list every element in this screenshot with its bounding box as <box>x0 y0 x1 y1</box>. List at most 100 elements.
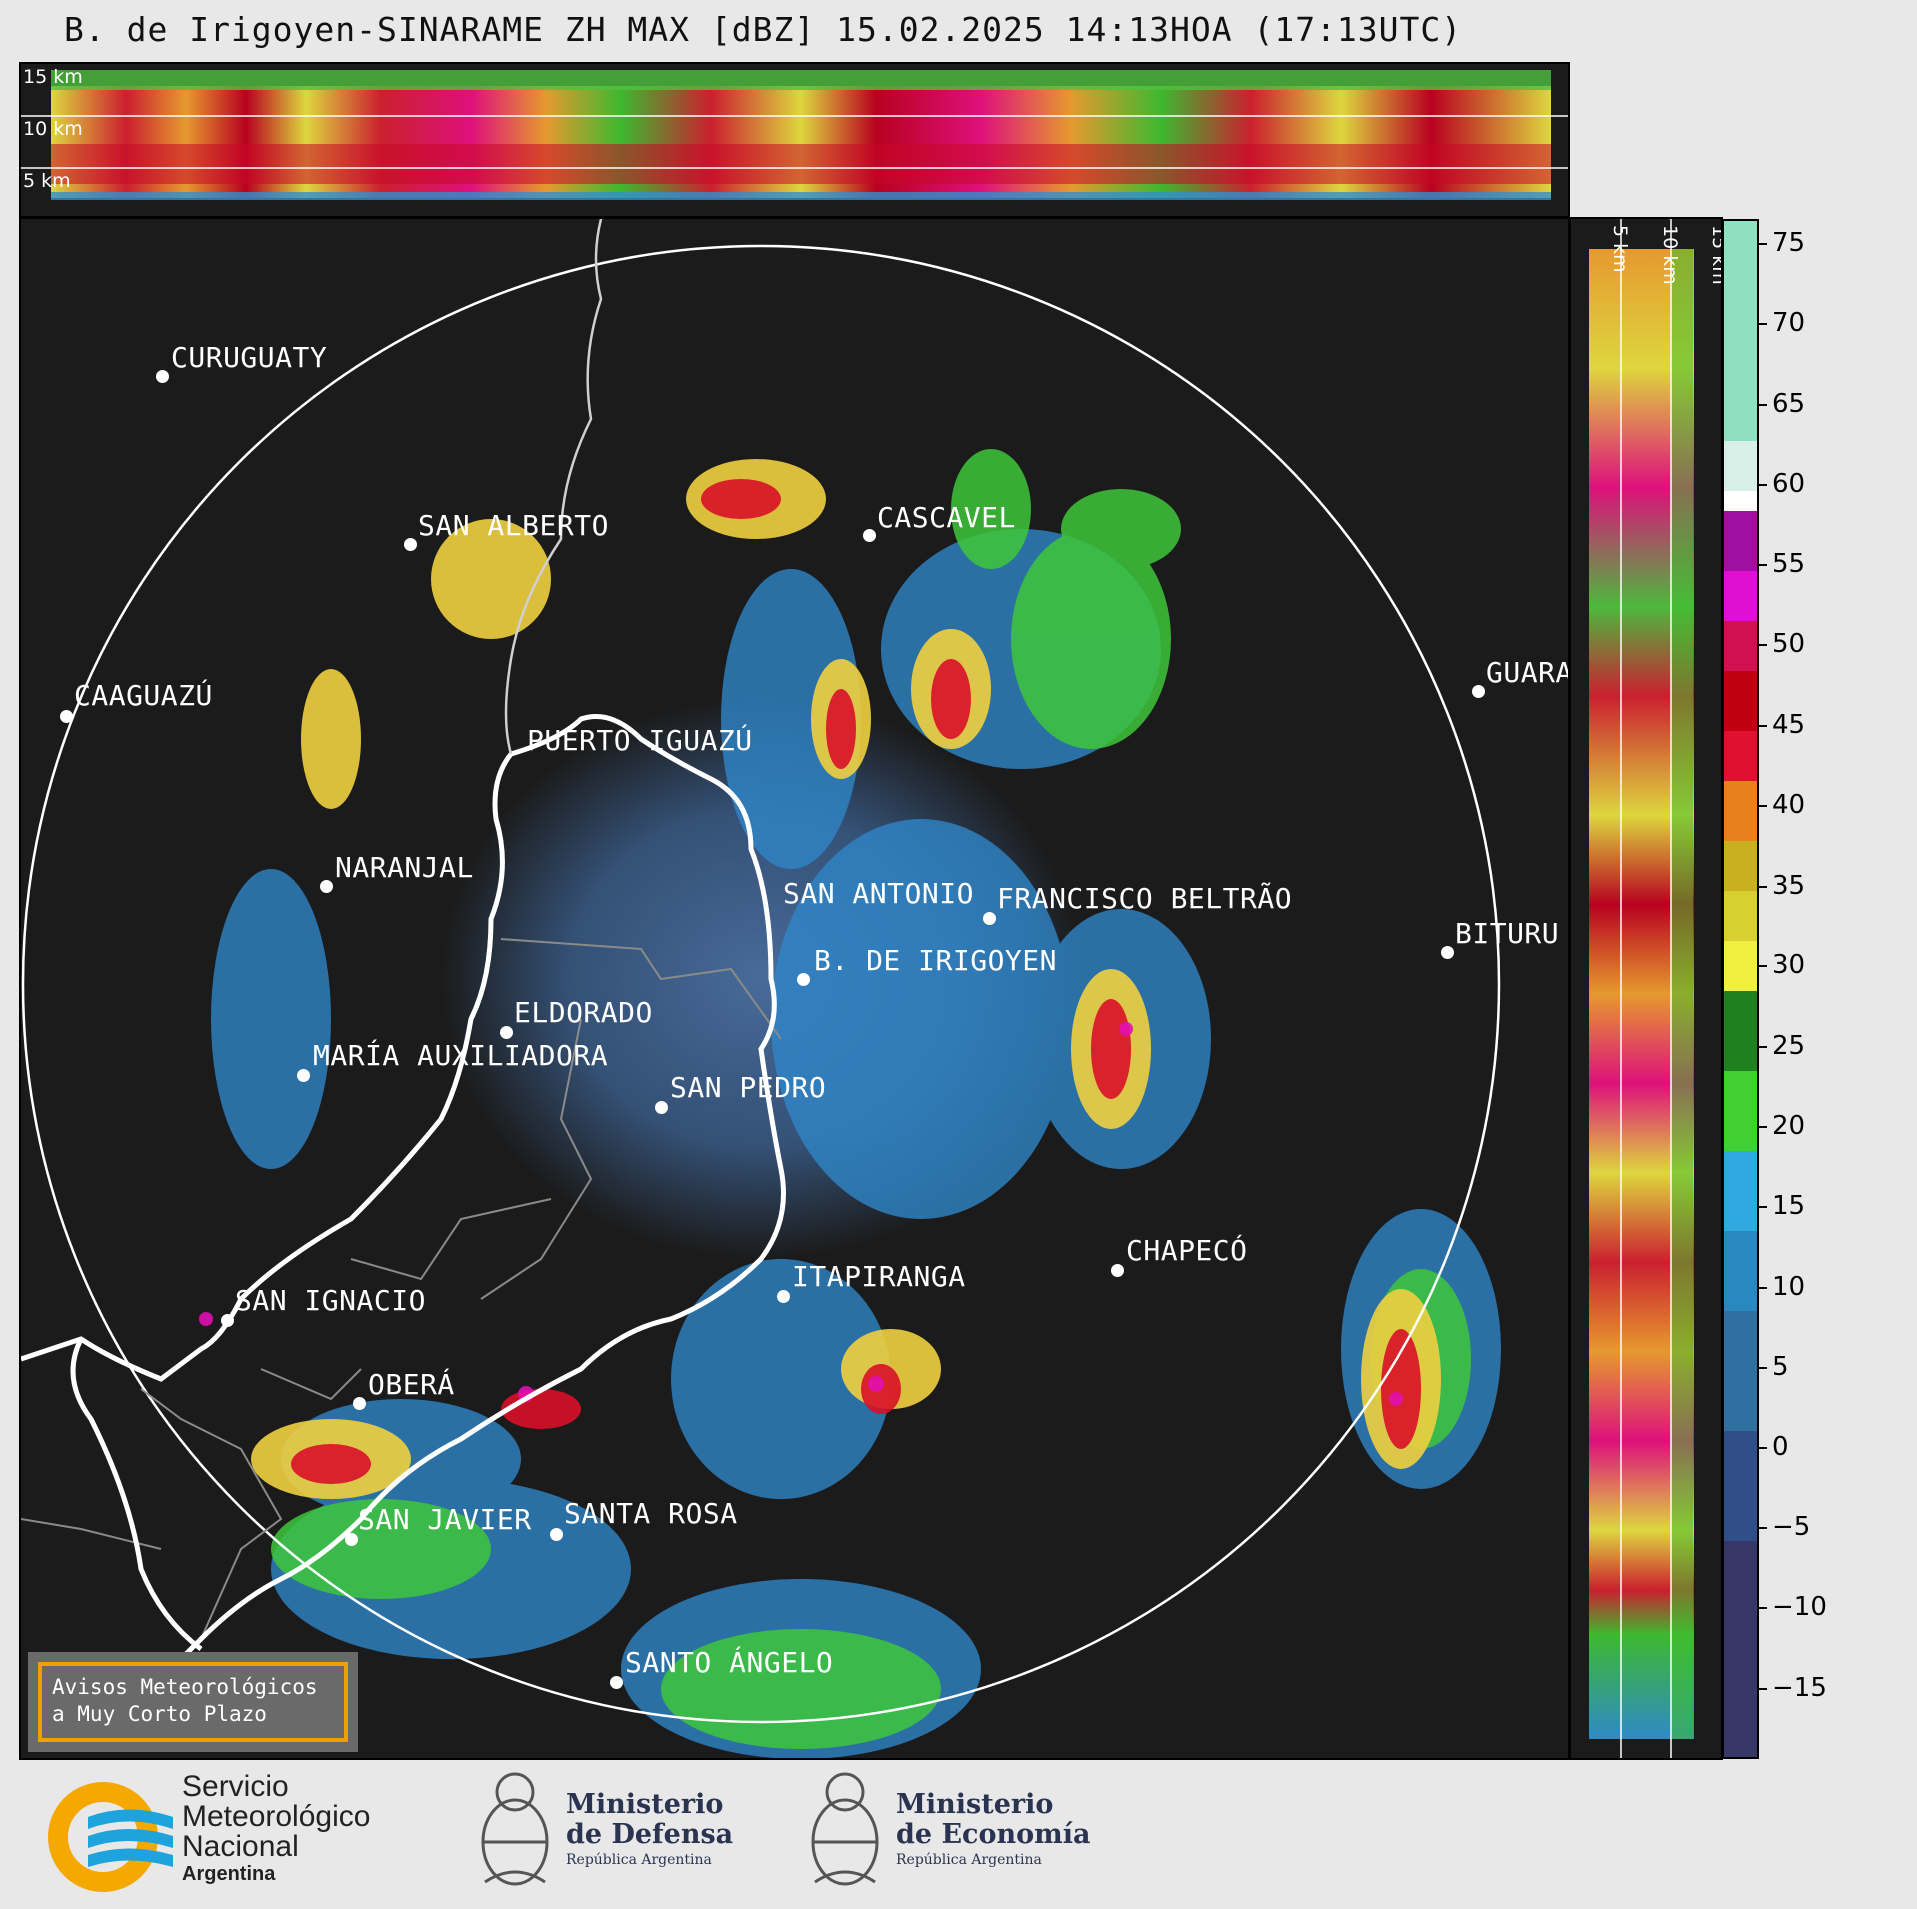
colorbar-tick-label: 35 <box>1772 871 1806 901</box>
city-label: FRANCISCO BELTRÃO <box>997 882 1293 915</box>
radar-map: CURUGUATY SAN ALBERTO CAAGUAZÚ PUERTO IG… <box>19 217 1570 1760</box>
colorbar-tick-label: 50 <box>1772 629 1806 659</box>
defensa-text-1: Ministerio <box>566 1789 724 1820</box>
top-cross-section-graphic <box>21 70 1568 200</box>
colorbar-tick-label: 0 <box>1772 1432 1789 1462</box>
city-dot <box>1441 946 1454 959</box>
smn-text-3: Nacional <box>182 1830 299 1863</box>
city-label: SANTO ÁNGELO <box>625 1646 834 1679</box>
city-label: SANTA ROSA <box>564 1497 738 1530</box>
top-cross-section: 15 km 10 km 5 km <box>19 62 1570 218</box>
colorbar-tick <box>1759 1206 1767 1208</box>
river-border <box>504 219 603 755</box>
range-ring <box>21 244 1501 1724</box>
page-title: B. de Irigoyen-SINARAME ZH MAX [dBZ] 15.… <box>64 10 1463 49</box>
colorbar-tick <box>1759 1126 1767 1128</box>
colorbar-tick <box>1759 1367 1767 1369</box>
colorbar-tick-label: 20 <box>1772 1111 1806 1141</box>
city-dot <box>156 370 169 383</box>
city-label: CURUGUATY <box>171 341 328 374</box>
colorbar-tick <box>1759 965 1767 967</box>
economia-text-2: de Economía <box>896 1819 1091 1850</box>
city-label: PUERTO IGUAZÚ <box>527 724 753 757</box>
colorbar-tick <box>1759 1688 1767 1690</box>
city-dot <box>221 1314 234 1327</box>
city-dot <box>550 1528 563 1541</box>
warning-box[interactable]: Avisos Meteorológicos a Muy Corto Plazo <box>28 1652 358 1752</box>
colorbar-tick <box>1759 1607 1767 1609</box>
colorbar-tick <box>1759 1447 1767 1449</box>
city-label: SAN ALBERTO <box>418 509 609 542</box>
side-cross-section-graphic <box>1589 219 1694 1758</box>
warning-line-1: Avisos Meteorológicos <box>52 1675 318 1699</box>
city-dot <box>1111 1264 1124 1277</box>
colorbar-tick-label: 70 <box>1772 308 1806 338</box>
colorbar-tick-label: 65 <box>1772 389 1806 419</box>
economia-logo-text: Ministerio de Economía República Argenti… <box>896 1790 1090 1870</box>
city-dot <box>777 1290 790 1303</box>
colorbar-tick <box>1759 243 1767 245</box>
city-label: OBERÁ <box>368 1368 455 1401</box>
side-km-label: 15 km <box>1708 225 1723 285</box>
colorbar-tick-label: 25 <box>1772 1031 1806 1061</box>
city-label: SAN ANTONIO <box>783 877 974 910</box>
city-dot <box>610 1676 623 1689</box>
economia-text-3: República Argentina <box>896 1852 1042 1868</box>
defensa-text-2: de Defensa <box>566 1819 734 1850</box>
colorbar-tick-label: 5 <box>1772 1352 1789 1382</box>
city-dot <box>863 529 876 542</box>
city-label: SAN JAVIER <box>358 1503 532 1536</box>
defensa-logo-text: Ministerio de Defensa República Argentin… <box>566 1790 733 1870</box>
colorbar-tick-label: 60 <box>1772 469 1806 499</box>
city-dot <box>353 1397 366 1410</box>
city-label: CAAGUAZÚ <box>74 679 213 712</box>
colorbar-tick-label: 75 <box>1772 228 1806 258</box>
top-km-label: 15 km <box>23 66 83 88</box>
city-dot <box>1472 685 1485 698</box>
city-dot <box>297 1069 310 1082</box>
city-label: MARÍA AUXILIADORA <box>313 1039 609 1072</box>
argentina-coat-of-arms-icon <box>811 1772 879 1886</box>
city-label: SAN PEDRO <box>670 1071 827 1104</box>
colorbar-tick-label: 40 <box>1772 790 1806 820</box>
city-dot <box>983 912 996 925</box>
colorbar-tick <box>1759 484 1767 486</box>
smn-text-1: Servicio <box>182 1770 289 1803</box>
colorbar-tick <box>1759 644 1767 646</box>
city-label: BITURU <box>1455 917 1560 950</box>
colorbar-tick-label: −15 <box>1772 1673 1827 1703</box>
city-dot <box>655 1101 668 1114</box>
smn-text-2: Meteorológico <box>182 1800 371 1833</box>
smn-text-4: Argentina <box>182 1863 276 1885</box>
colorbar-tick-label: −10 <box>1772 1592 1827 1622</box>
smn-logo-text: Servicio Meteorológico Nacional Argentin… <box>182 1772 370 1886</box>
city-dot <box>60 710 73 723</box>
colorbar-tick <box>1759 805 1767 807</box>
colorbar-tick <box>1759 725 1767 727</box>
colorbar-tick <box>1759 323 1767 325</box>
colorbar-tick-label: 30 <box>1772 950 1806 980</box>
city-dot <box>345 1533 358 1546</box>
colorbar <box>1722 219 1759 1759</box>
radar-map-graphic <box>21 219 1501 1758</box>
colorbar-tick-label: 10 <box>1772 1272 1806 1302</box>
city-dot <box>320 880 333 893</box>
city-label: NARANJAL <box>335 851 474 884</box>
colorbar-tick <box>1759 404 1767 406</box>
country-border <box>21 714 786 1671</box>
argentina-coat-of-arms-icon <box>481 1772 549 1886</box>
colorbar-tick <box>1759 1287 1767 1289</box>
warning-line-2: a Muy Corto Plazo <box>52 1702 267 1726</box>
top-km-label: 10 km <box>23 118 83 140</box>
economia-text-1: Ministerio <box>896 1789 1054 1820</box>
city-label: GUARA <box>1486 656 1570 689</box>
side-km-label: 5 km <box>1609 225 1631 273</box>
city-label: CASCAVEL <box>877 501 1016 534</box>
colorbar-tick <box>1759 564 1767 566</box>
top-km-label: 5 km <box>23 170 71 192</box>
side-km-label: 10 km <box>1659 225 1681 285</box>
warning-box-frame: Avisos Meteorológicos a Muy Corto Plazo <box>38 1662 348 1742</box>
city-label: SAN IGNACIO <box>235 1284 426 1317</box>
radar-site-dot <box>797 973 810 986</box>
colorbar-tick <box>1759 1046 1767 1048</box>
